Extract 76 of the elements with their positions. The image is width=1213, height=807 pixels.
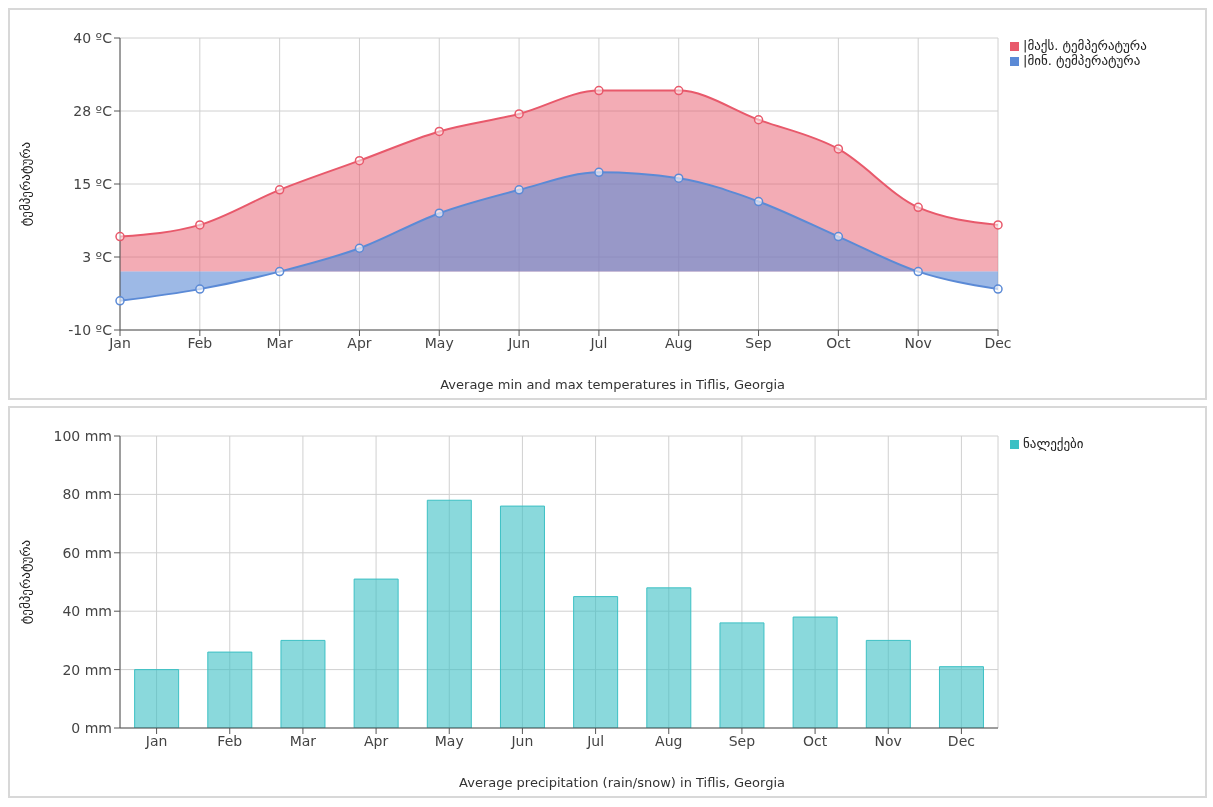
x-tick-label: Sep: [745, 334, 772, 351]
y-axis-title: ტემპერატურა: [17, 141, 33, 227]
x-tick-label: Jun: [510, 732, 534, 749]
x-tick-label: Feb: [217, 732, 243, 749]
point: [594, 167, 604, 178]
bar: [646, 587, 692, 728]
bar: [207, 651, 253, 728]
x-tick-label: Mar: [289, 732, 317, 749]
bar: [573, 596, 619, 728]
x-tick-label: Jan: [144, 732, 168, 749]
point: [673, 85, 684, 96]
legend-label: |მაქს. ტემპერატურა: [1023, 38, 1147, 53]
point: [434, 208, 445, 218]
bar: [865, 639, 911, 728]
point: [833, 231, 844, 242]
x-tick-label: Nov: [874, 732, 902, 749]
point: [354, 155, 365, 166]
x-tick-label: Jun: [507, 334, 531, 351]
bar: [353, 578, 399, 728]
bar: [280, 639, 326, 728]
x-tick-label: May: [424, 334, 454, 351]
point: [434, 126, 445, 137]
point: [913, 266, 923, 277]
x-tick-label: Apr: [347, 334, 372, 351]
bar: [792, 616, 838, 728]
legend-label: ნალექები: [1023, 436, 1084, 451]
bar: [938, 666, 984, 728]
point: [514, 109, 524, 119]
point: [594, 85, 604, 96]
y-tick-label: 28 ºC: [73, 102, 113, 119]
legend-label: |მინ. ტემპერატურა: [1023, 53, 1141, 68]
y-tick-label: 40 mm: [62, 603, 112, 620]
point: [274, 185, 285, 195]
y-tick-label: 60 mm: [62, 544, 112, 561]
x-tick-label: Mar: [266, 334, 294, 351]
point: [195, 284, 205, 294]
y-axis-title: ტემპერატურა: [17, 539, 33, 625]
y-tick-label: 3 ºC: [82, 248, 113, 265]
y-tick-label: 0 mm: [71, 719, 112, 736]
y-tick-label: 40 ºC: [73, 29, 113, 46]
point: [115, 231, 125, 242]
x-tick-label: Feb: [187, 334, 213, 351]
x-tick-label: Oct: [802, 732, 828, 749]
bar: [499, 505, 545, 728]
point: [274, 266, 285, 277]
point: [753, 196, 764, 207]
x-tick-label: Dec: [984, 334, 1012, 351]
point: [673, 173, 684, 183]
x-tick-label: Jul: [586, 732, 605, 749]
x-tick-label: May: [434, 732, 464, 749]
point: [753, 115, 764, 125]
y-tick-label: 15 ºC: [73, 175, 113, 192]
y-tick-label: 100 mm: [53, 427, 112, 444]
x-tick-label: Jul: [589, 334, 608, 351]
text: Average min and max temperatures in Tiflis, Georgia: [440, 377, 785, 392]
y-tick-label: 20 mm: [62, 661, 112, 678]
x-tick-label: Nov: [904, 334, 932, 351]
x-tick-label: Sep: [728, 732, 756, 749]
y-tick-label: 80 mm: [62, 486, 112, 503]
point: [993, 220, 1003, 230]
x-tick-label: Oct: [826, 334, 851, 351]
bar: [134, 669, 180, 728]
bar: [719, 622, 765, 728]
x-tick-label: Dec: [947, 732, 975, 749]
bar: [426, 499, 472, 728]
point: [195, 220, 205, 230]
point: [993, 284, 1003, 294]
point: [115, 296, 125, 306]
x-tick-label: Aug: [655, 732, 683, 749]
text: Average precipitation (rain/snow) in Tiflis, Georgia: [459, 775, 785, 790]
point: [354, 243, 365, 253]
x-tick-label: Apr: [363, 732, 389, 749]
point: [913, 202, 923, 213]
point: [833, 144, 844, 154]
x-tick-label: Aug: [665, 334, 693, 351]
point: [514, 185, 524, 195]
